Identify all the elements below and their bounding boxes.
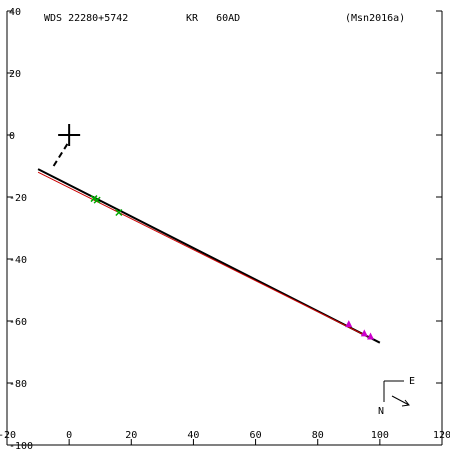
y-tick-label: -20 [9, 193, 27, 204]
data-point-triangle [360, 329, 368, 337]
y-tick-label: 20 [9, 69, 21, 80]
x-tick-label: 120 [433, 430, 450, 441]
compass-motion-arrow [391, 395, 410, 406]
y-tick-label: -60 [9, 317, 27, 328]
y-tick-label: 0 [9, 131, 15, 142]
compass-arrowhead [401, 399, 410, 407]
x-tick-label: -20 [0, 430, 16, 441]
dashed-line [52, 140, 70, 167]
data-point-triangle [367, 332, 375, 340]
x-tick-label: 0 [66, 430, 72, 441]
reference: (Msn2016a) [345, 13, 405, 24]
x-tick-label: 20 [125, 430, 137, 441]
data-points [90, 195, 375, 340]
data-point-triangle [345, 320, 353, 328]
compass: E N [378, 376, 415, 417]
y-tick-label: -100 [9, 441, 33, 450]
x-tick-label: 60 [250, 430, 262, 441]
x-tick-label: 80 [312, 430, 324, 441]
data-point-x [93, 196, 101, 204]
y-tick-label: 40 [9, 7, 21, 18]
compass-north-label: N [378, 406, 384, 417]
star-designation: WDS 22280+5742 [44, 13, 128, 24]
orbit-line-red [37, 171, 368, 337]
x-tick-label: 40 [187, 430, 199, 441]
y-tick-label: -80 [9, 379, 27, 390]
x-tick-label: 100 [371, 430, 389, 441]
compass-east-label: E [409, 376, 415, 387]
y-tick-label: -40 [9, 255, 27, 266]
fit-lines [37, 124, 381, 344]
pair-name: KR 60AD [186, 13, 240, 24]
data-point-x [115, 208, 123, 217]
